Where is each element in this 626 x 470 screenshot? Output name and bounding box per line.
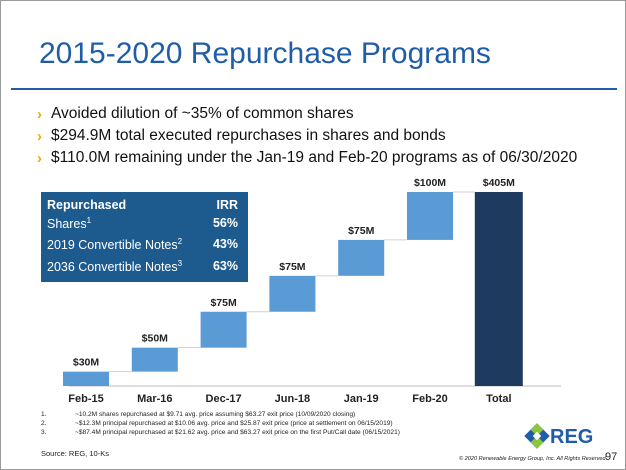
bullet-text: $110.0M remaining under the Jan-19 and F… <box>51 149 578 166</box>
title-rule <box>11 88 617 90</box>
bar-mar-16 <box>131 347 178 372</box>
bar-feb-15 <box>63 371 109 386</box>
page-number: 97 <box>605 451 618 463</box>
irr-row-value: 63% <box>212 259 238 273</box>
bar-jun-18 <box>269 275 316 312</box>
irr-header-label: Repurchased <box>47 198 127 212</box>
category-label: Jun-18 <box>275 393 310 405</box>
irr-row-label: Shares1 <box>47 216 92 232</box>
data-label: $75M <box>279 261 306 273</box>
irr-row-value: 43% <box>212 237 238 251</box>
reg-diamond-logo-icon <box>524 423 550 449</box>
irr-row-label: 2036 Convertible Notes3 <box>47 259 183 275</box>
irr-row-value: 56% <box>212 216 238 230</box>
source-note: Source: REG, 10-Ks <box>41 449 109 458</box>
bar-jan-19 <box>338 239 385 276</box>
irr-table-row: Shares1 56% <box>47 216 238 236</box>
copyright: © 2020 Renewable Energy Group, Inc. All … <box>459 456 606 462</box>
footnote: 2. ~$12.3M principal repurchased at $10.0… <box>41 420 393 427</box>
data-label: $75M <box>210 297 237 309</box>
footnotes: 1. ~10.2M shares repurchased at $9.71 avg… <box>41 411 400 438</box>
footnote: 1. ~10.2M shares repurchased at $9.71 avg… <box>41 411 356 418</box>
irr-table-header: Repurchased IRR <box>47 198 238 218</box>
irr-table-row: 2036 Convertible Notes3 63% <box>47 259 238 279</box>
category-label: Mar-16 <box>137 393 172 405</box>
chevron-right-icon: › <box>37 150 42 167</box>
bullet-item: › $294.9M total executed repurchases in s… <box>37 127 577 149</box>
category-label: Total <box>486 393 511 405</box>
bar-dec-17 <box>200 311 247 348</box>
chevron-right-icon: › <box>37 106 42 123</box>
category-label: Jan-19 <box>344 393 379 405</box>
chevron-right-icon: › <box>37 128 42 145</box>
footnote: 3. ~$87.4M principal repurchased at $21.6… <box>41 429 400 436</box>
category-label: Feb-20 <box>412 393 447 405</box>
irr-row-label: 2019 Convertible Notes2 <box>47 237 183 253</box>
bullet-item: › Avoided dilution of ~35% of common shar… <box>37 105 577 127</box>
category-label: Feb-15 <box>68 393 103 405</box>
bullet-item: › $110.0M remaining under the Jan-19 and … <box>37 149 577 171</box>
bullet-text: $294.9M total executed repurchases in sh… <box>51 127 446 144</box>
category-label: Dec-17 <box>206 393 242 405</box>
data-label: $100M <box>414 177 446 189</box>
bullet-list: › Avoided dilution of ~35% of common shar… <box>37 105 577 171</box>
bar-total <box>474 192 523 386</box>
bullet-text: Avoided dilution of ~35% of common share… <box>51 105 354 122</box>
page-title: 2015-2020 Repurchase Programs <box>39 37 491 70</box>
irr-header-value: IRR <box>216 198 238 212</box>
irr-table: Repurchased IRR Shares1 56% 2019 Convert… <box>41 192 248 282</box>
irr-table-row: 2019 Convertible Notes2 43% <box>47 237 238 257</box>
data-label: $75M <box>348 225 375 237</box>
data-label: $405M <box>483 177 515 189</box>
bar-feb-20 <box>407 192 453 240</box>
data-label: $30M <box>73 357 100 369</box>
data-label: $50M <box>142 333 169 345</box>
logo-text: REG <box>550 426 594 448</box>
